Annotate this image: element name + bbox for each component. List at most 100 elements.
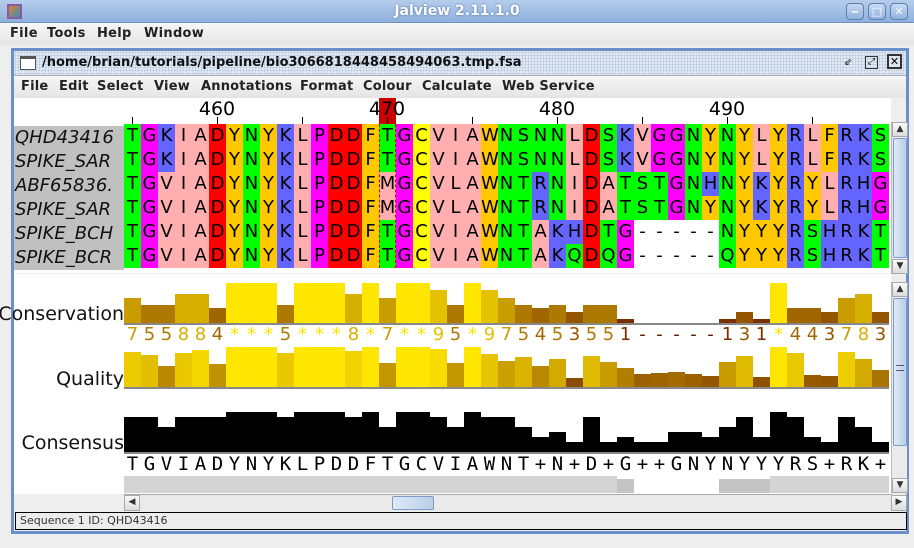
menu-view[interactable]: View [154,79,190,94]
residue[interactable]: G [141,196,158,220]
residue[interactable]: Y [260,244,277,268]
residue[interactable]: I [447,148,464,172]
residue[interactable]: Y [702,148,719,172]
residue[interactable]: K [277,244,294,268]
residue[interactable]: T [872,220,889,244]
residue[interactable]: S [634,196,651,220]
residue[interactable]: G [651,148,668,172]
residue[interactable]: F [362,220,379,244]
scroll-thumb[interactable] [893,298,907,446]
residue[interactable]: A [464,220,481,244]
residue[interactable]: T [124,196,141,220]
residue[interactable]: I [447,124,464,148]
residue[interactable]: T [600,220,617,244]
residue[interactable]: S [600,124,617,148]
residue[interactable]: Y [753,244,770,268]
sequence-id[interactable]: ABF65836. [14,174,124,198]
residue[interactable]: Y [226,244,243,268]
scroll-right-icon[interactable]: ▶ [891,495,907,511]
residue[interactable]: N [532,148,549,172]
residue[interactable]: D [583,244,600,268]
residue[interactable]: - [702,244,719,268]
residue[interactable]: L [294,172,311,196]
residue[interactable]: P [311,148,328,172]
residue[interactable]: W [481,148,499,172]
residue[interactable]: D [328,244,345,268]
residue[interactable]: D [345,148,362,172]
sequence-vertical-scrollbar[interactable]: ▲ ▼ [891,122,908,274]
residue[interactable]: H [702,172,719,196]
residue[interactable]: H [855,196,872,220]
residue[interactable]: - [634,244,651,268]
residue[interactable]: L [753,124,770,148]
residue[interactable]: I [447,244,464,268]
residue[interactable]: I [175,196,192,220]
residue[interactable]: S [872,124,889,148]
residue[interactable]: K [277,148,294,172]
residue[interactable]: Y [226,148,243,172]
residue[interactable]: Y [736,124,753,148]
residue[interactable]: L [294,148,311,172]
residue[interactable]: N [719,124,736,148]
residue[interactable]: Y [736,172,753,196]
residue[interactable]: R [787,196,804,220]
residue[interactable]: - [651,220,668,244]
residue[interactable]: K [617,148,634,172]
residue[interactable]: D [209,196,226,220]
residue[interactable]: K [855,220,872,244]
residue[interactable]: N [719,196,736,220]
residue[interactable]: Y [770,196,787,220]
residue[interactable]: T [124,172,141,196]
residue[interactable]: K [855,244,872,268]
residue[interactable]: N [549,148,566,172]
residue[interactable]: G [872,172,889,196]
residue[interactable]: A [600,196,617,220]
residue[interactable]: L [821,196,838,220]
residue[interactable]: R [787,124,804,148]
residue[interactable]: G [141,124,158,148]
residue[interactable]: A [192,220,209,244]
residue[interactable]: G [668,196,685,220]
residue[interactable]: S [600,148,617,172]
horizontal-scrollbar[interactable]: ◀ ▶ [124,494,907,511]
menu-file[interactable]: File [10,26,38,41]
residue[interactable]: A [464,172,481,196]
residue[interactable]: C [413,124,430,148]
residue[interactable]: Y [260,148,277,172]
scroll-thumb[interactable] [392,496,434,510]
residue[interactable]: I [175,148,192,172]
residue[interactable]: N [498,148,515,172]
residue[interactable]: D [209,220,226,244]
residue[interactable]: - [685,244,702,268]
residue[interactable]: C [413,220,430,244]
residue[interactable]: A [192,148,209,172]
residue[interactable]: Y [226,196,243,220]
residue[interactable]: N [243,124,260,148]
residue[interactable]: G [141,220,158,244]
residue[interactable]: - [668,220,685,244]
residue[interactable]: - [702,220,719,244]
column-selection[interactable] [379,124,396,268]
residue[interactable]: D [345,220,362,244]
residue[interactable]: L [753,148,770,172]
residue[interactable]: T [124,124,141,148]
residue[interactable]: G [141,148,158,172]
residue[interactable]: - [668,244,685,268]
residue[interactable]: N [719,148,736,172]
residue[interactable]: N [243,148,260,172]
residue[interactable]: L [566,148,583,172]
residue[interactable]: D [328,220,345,244]
conservation-label[interactable]: Conservation [0,303,124,325]
residue[interactable]: C [413,196,430,220]
residue[interactable]: S [804,220,821,244]
residue[interactable]: N [498,220,515,244]
residue[interactable]: G [617,220,634,244]
residue[interactable]: H [821,220,838,244]
residue[interactable]: K [617,124,634,148]
residue[interactable]: K [855,124,872,148]
menu-format[interactable]: Format [300,79,354,94]
residue[interactable]: T [651,172,668,196]
